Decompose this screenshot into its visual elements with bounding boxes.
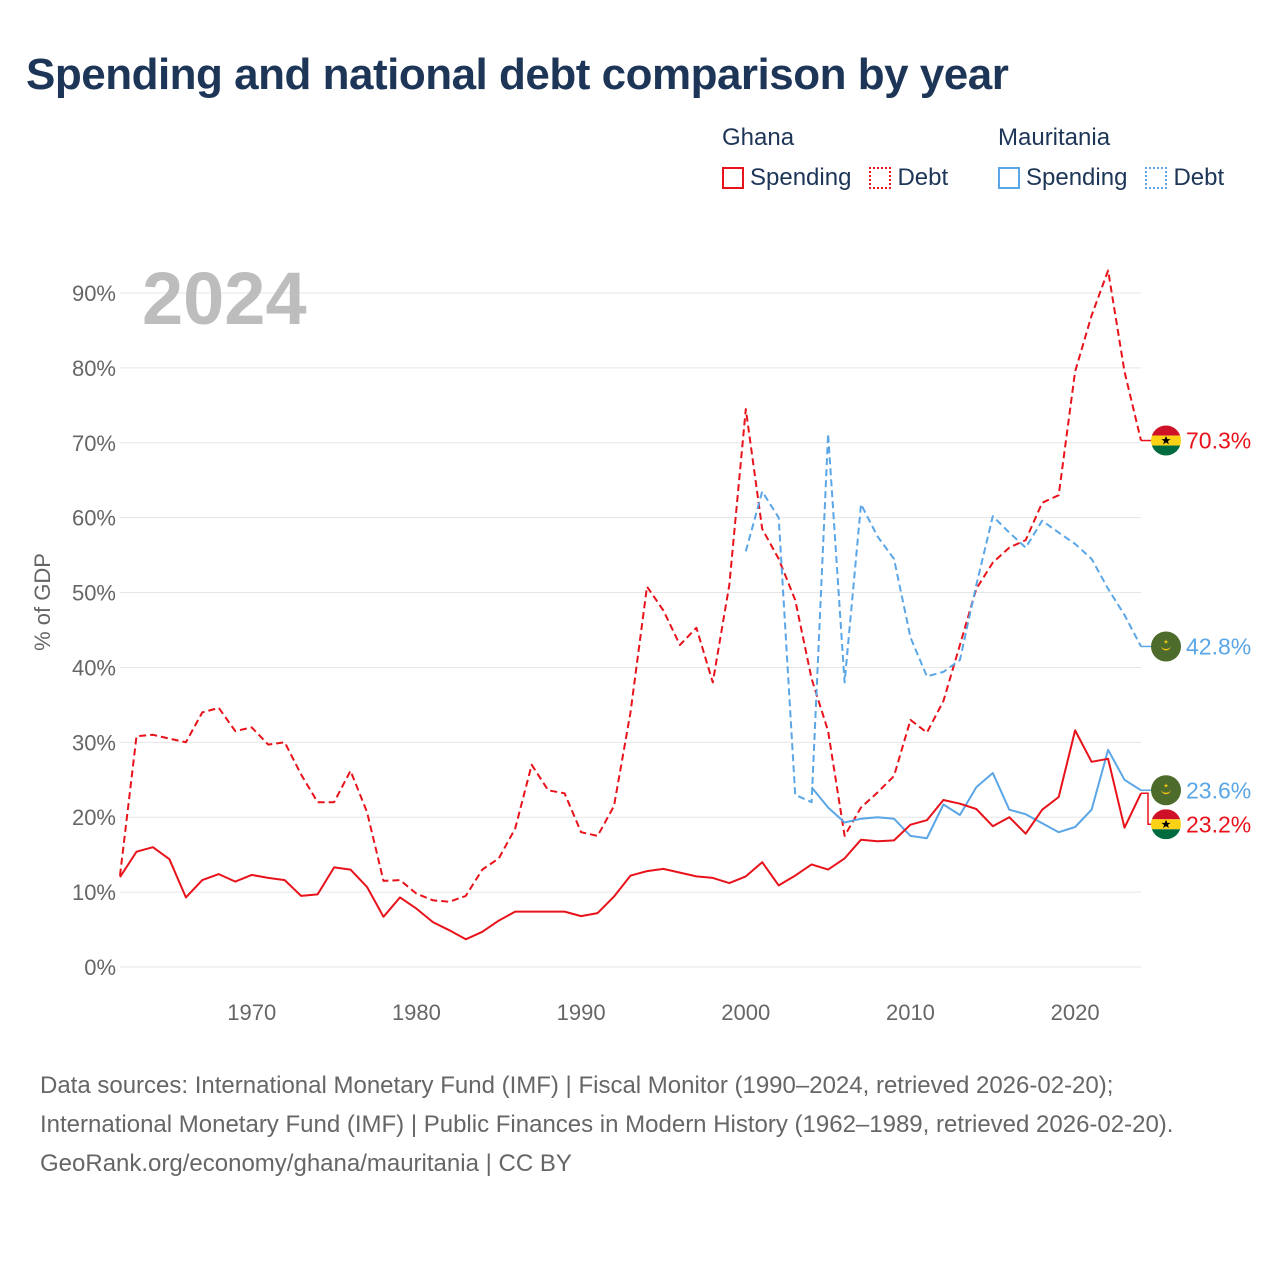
y-tick-label: 40% xyxy=(72,655,116,680)
footer: Data sources: International Monetary Fun… xyxy=(40,1066,1240,1183)
legend-ghana-spending-label: Spending xyxy=(750,164,852,191)
legend-swatch-dotted-blue xyxy=(1145,167,1168,189)
y-tick-label: 50% xyxy=(72,581,116,606)
legend-swatch-solid-blue xyxy=(998,167,1020,189)
end-label-mauritania-spending: 23.6% xyxy=(1186,777,1251,803)
y-tick-label: 60% xyxy=(72,506,116,531)
series-ghana-debt[interactable] xyxy=(119,269,1142,903)
x-tick-label: 2010 xyxy=(886,1000,935,1025)
legend-mauritania-debt-label: Debt xyxy=(1173,164,1225,191)
x-axis-ticks: 1970 1980 1990 2000 2010 2020 xyxy=(227,1000,1099,1025)
legend-mauritania: Mauritania Spending Debt xyxy=(998,124,1242,192)
legend-swatch-solid-red xyxy=(722,167,744,189)
series-mauritania-spending[interactable] xyxy=(810,748,1142,840)
y-tick-label: 10% xyxy=(72,880,116,905)
y-tick-label: 0% xyxy=(84,955,116,980)
footer-credit[interactable]: GeoRank.org/economy/ghana/mauritania | C… xyxy=(40,1150,572,1177)
y-axis-label: % of GDP xyxy=(30,553,55,651)
series-ghana-spending[interactable] xyxy=(119,729,1142,941)
legend-ghana-spending[interactable]: Spending xyxy=(722,164,851,192)
end-label-mauritania-debt: 42.8% xyxy=(1186,633,1251,659)
ghana-flag-icon xyxy=(1151,809,1181,840)
end-labels: 70.3% 42.8% 23.6% 23.2% xyxy=(1141,425,1251,840)
legend-swatch-dotted-red xyxy=(869,167,892,189)
y-tick-label: 90% xyxy=(72,281,116,306)
end-leader-line xyxy=(1141,792,1151,826)
legend-mauritania-label: Mauritania xyxy=(998,124,1111,151)
x-tick-label: 1990 xyxy=(557,1000,606,1025)
legend-mauritania-spending[interactable]: Spending xyxy=(998,164,1127,192)
mauritania-flag-icon xyxy=(1151,631,1181,662)
y-axis-ticks: 0% 10% 20% 30% 40% 50% 60% 70% 80% 90% xyxy=(72,281,116,980)
y-tick-label: 30% xyxy=(72,730,116,755)
chart-title: Spending and national debt comparison by… xyxy=(26,50,1009,99)
line-chart: 0%10%20%30%40%50%60%70%80%90% 1970 1980 19… xyxy=(30,257,1251,1025)
footer-sources: Data sources: International Monetary Fun… xyxy=(40,1072,1174,1138)
x-tick-label: 1980 xyxy=(392,1000,441,1025)
legend-mauritania-spending-label: Spending xyxy=(1026,164,1128,191)
mauritania-flag-icon xyxy=(1151,775,1181,806)
legend-ghana: Ghana Spending Debt xyxy=(722,124,966,192)
legend-ghana-label: Ghana xyxy=(722,124,795,151)
year-watermark: 2024 xyxy=(142,257,307,340)
x-tick-label: 2020 xyxy=(1051,1000,1100,1025)
legend-ghana-debt[interactable]: Debt xyxy=(869,164,948,192)
series-lines xyxy=(119,269,1142,941)
end-label-ghana-debt: 70.3% xyxy=(1186,428,1251,454)
y-tick-label: 70% xyxy=(72,431,116,456)
series-mauritania-debt[interactable] xyxy=(744,432,1142,804)
y-tick-label: 80% xyxy=(72,356,116,381)
x-tick-label: 1970 xyxy=(227,1000,276,1025)
y-tick-label: 20% xyxy=(72,805,116,830)
ghana-flag-icon xyxy=(1151,425,1181,456)
legend-mauritania-debt[interactable]: Debt xyxy=(1145,164,1224,192)
grid-lines xyxy=(120,292,1141,968)
end-label-ghana-spending: 23.2% xyxy=(1186,811,1251,837)
x-tick-label: 2000 xyxy=(721,1000,770,1025)
legend-ghana-debt-label: Debt xyxy=(897,164,949,191)
